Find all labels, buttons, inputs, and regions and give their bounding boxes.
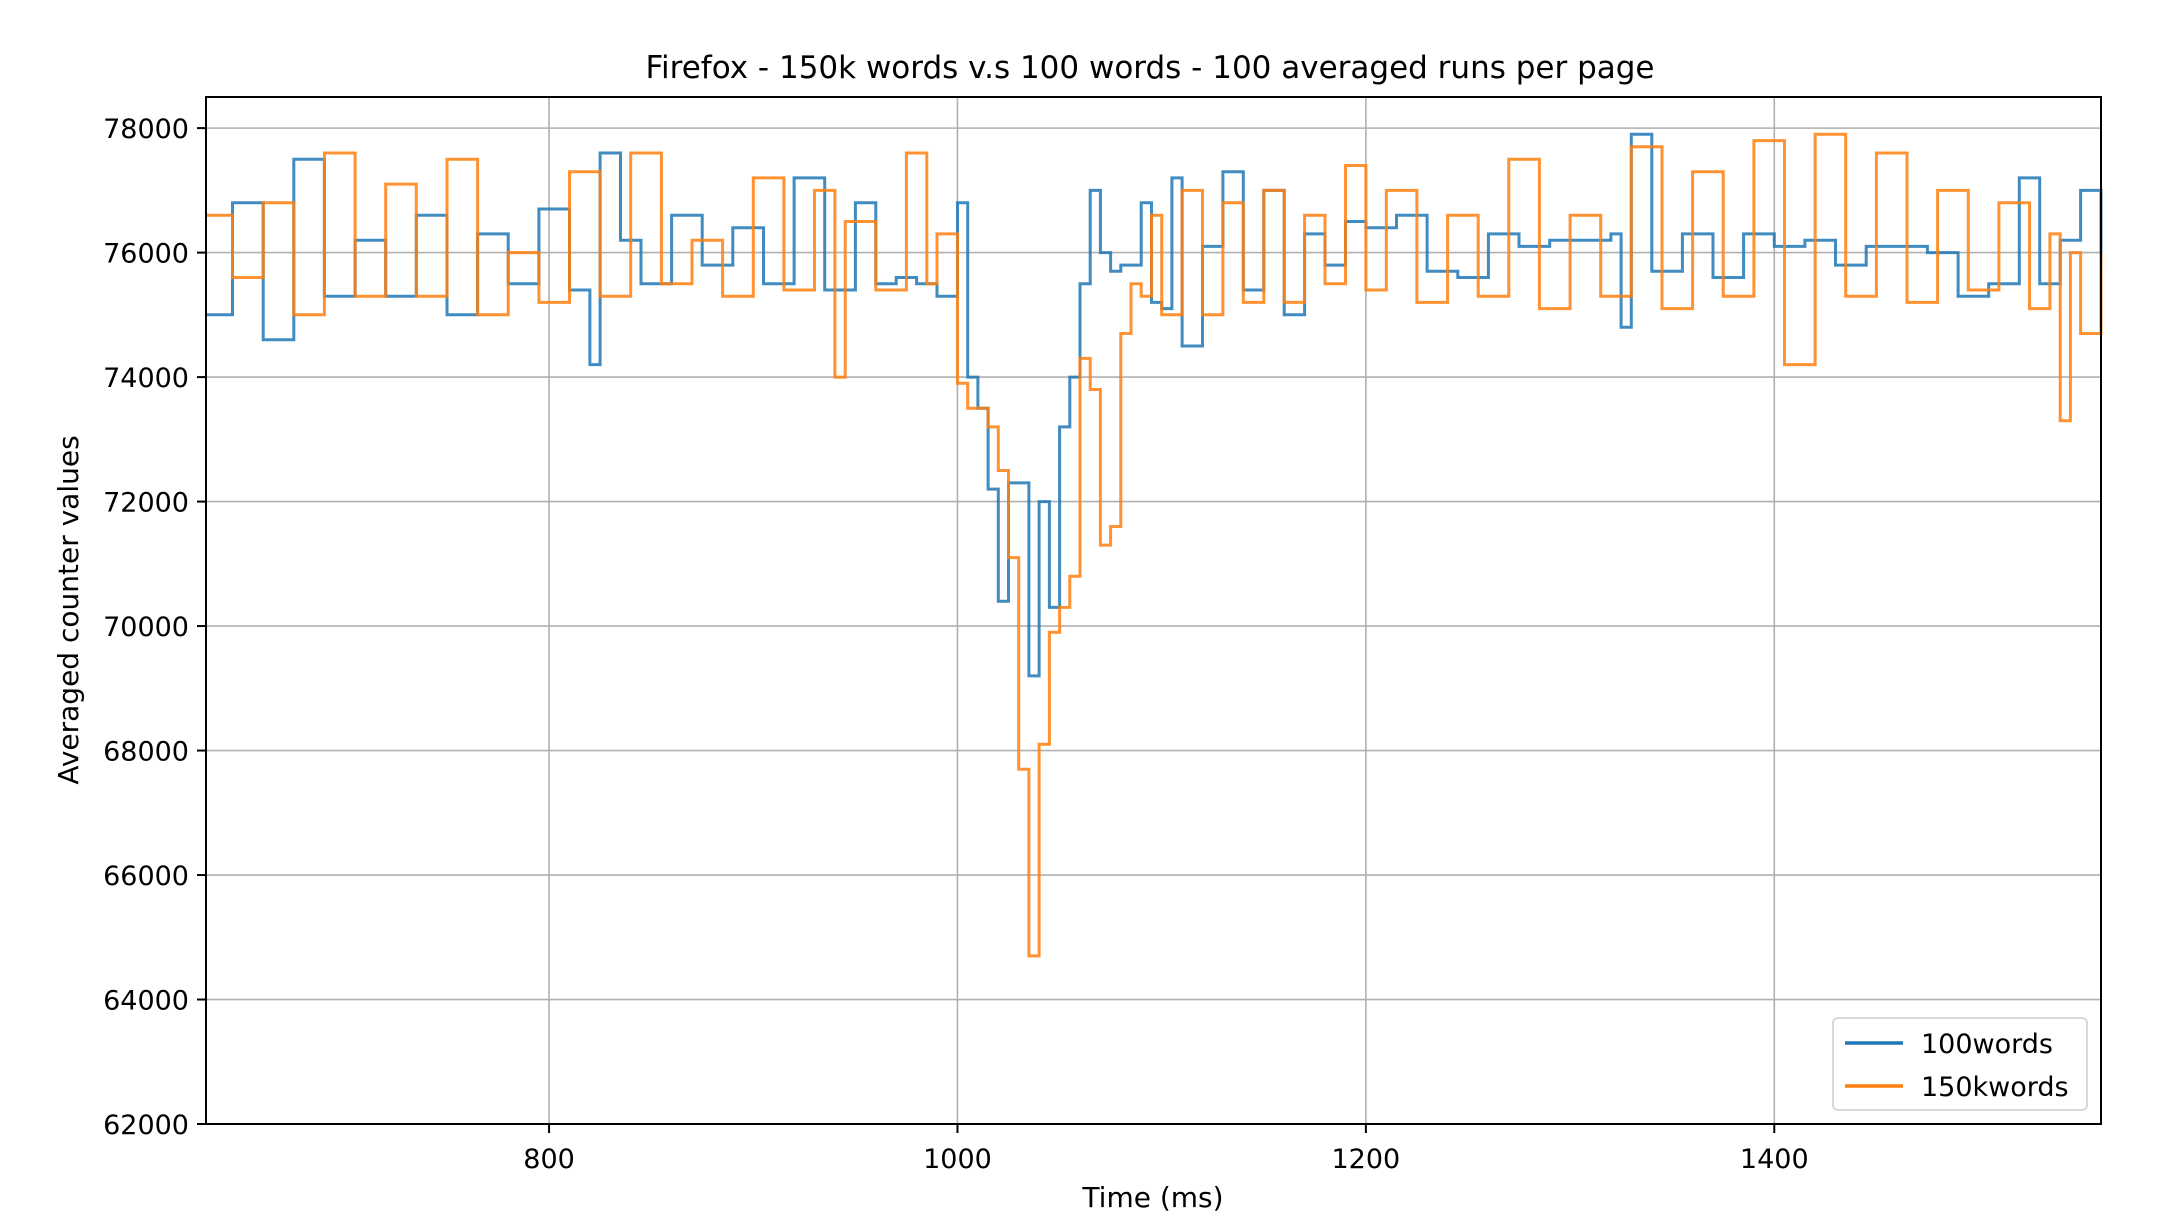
y-tick-label: 74000 bbox=[103, 363, 189, 394]
series-line-100words bbox=[206, 132, 2103, 678]
y-tick-label: 66000 bbox=[103, 861, 189, 892]
x-tick-label: 1000 bbox=[923, 1144, 992, 1175]
y-axis-label: Averaged counter values bbox=[52, 435, 85, 784]
series-line-150kwords bbox=[206, 132, 2103, 958]
legend-label: 100words bbox=[1921, 1029, 2053, 1060]
grid-lines bbox=[206, 97, 2101, 1125]
y-tick-label: 76000 bbox=[103, 239, 189, 270]
plot-series bbox=[206, 132, 2103, 958]
x-tick-label: 1200 bbox=[1332, 1144, 1401, 1175]
chart-title: Firefox - 150k words v.s 100 words - 100… bbox=[645, 50, 1654, 86]
y-tick-label: 64000 bbox=[103, 986, 189, 1017]
x-axis: 800 1000 1200 1400 bbox=[523, 1124, 1809, 1175]
plot-frame bbox=[205, 96, 2102, 1125]
y-tick-label: 70000 bbox=[103, 612, 189, 643]
x-tick-label: 1400 bbox=[1740, 1144, 1809, 1175]
y-tick-label: 62000 bbox=[103, 1110, 189, 1141]
y-tick-label: 72000 bbox=[103, 488, 189, 519]
legend: 100words 150kwords bbox=[1832, 1017, 2088, 1111]
y-tick-label: 68000 bbox=[103, 737, 189, 768]
x-tick-label: 800 bbox=[523, 1144, 575, 1175]
legend-label: 150kwords bbox=[1921, 1072, 2069, 1103]
y-axis: 62000 64000 66000 68000 70000 72000 74000 76000… bbox=[103, 114, 206, 1141]
x-axis-label: Time (ms) bbox=[1081, 1181, 1223, 1214]
y-tick-label: 78000 bbox=[103, 114, 189, 145]
